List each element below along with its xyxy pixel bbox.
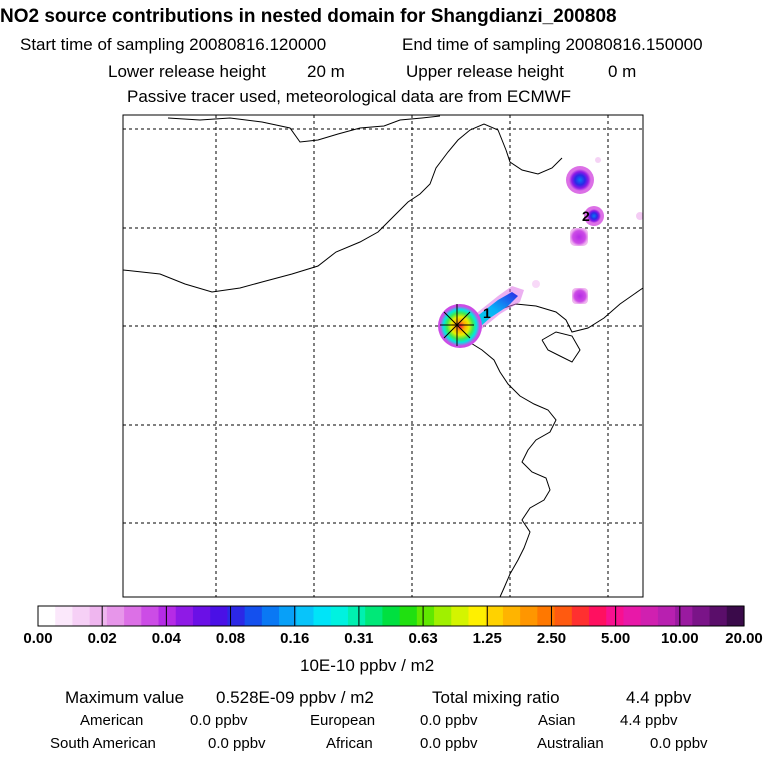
total-mixing-label: Total mixing ratio <box>432 688 560 707</box>
colorbar-swatch <box>141 606 160 626</box>
colorbar-swatch <box>261 606 280 626</box>
marker-label-2: 2 <box>582 208 590 224</box>
region-name: American <box>80 712 144 729</box>
colorbar-swatch <box>347 606 366 626</box>
upper-release-value: 0 m <box>608 62 637 81</box>
colorbar-swatch <box>571 606 590 626</box>
end-time-label: End time of sampling 20080816.150000 <box>402 35 703 54</box>
colorbar-swatch <box>589 606 607 626</box>
region-value: 4.4 ppbv <box>620 712 678 729</box>
colorbar-swatch <box>192 606 211 626</box>
colorbar-tick-label: 5.00 <box>601 630 631 647</box>
colorbar-tick-label: 0.31 <box>344 630 374 647</box>
region-name: South American <box>50 735 156 752</box>
colorbar-swatch <box>502 606 521 626</box>
colorbar-swatch <box>227 606 246 626</box>
region-value: 0.0 ppbv <box>650 735 708 752</box>
colorbar-swatch <box>279 606 297 626</box>
coastline <box>123 123 563 293</box>
region-value: 0.0 ppbv <box>190 712 248 729</box>
colorbar-swatch <box>692 606 711 626</box>
colorbar-swatch <box>38 606 56 626</box>
colorbar-swatch <box>158 606 177 626</box>
colorbar-swatch <box>175 606 194 626</box>
colorbar-tick-label: 0.00 <box>23 630 53 647</box>
colorbar-swatch <box>726 606 745 626</box>
colorbar-swatch <box>399 606 418 626</box>
lower-release-label: Lower release height <box>108 62 266 81</box>
colorbar-tick-label: 1.25 <box>472 630 502 647</box>
plot-frame <box>122 114 644 598</box>
colorbar-tick-label: 10.00 <box>661 630 699 647</box>
colorbar-swatch <box>89 606 108 626</box>
region-name: African <box>326 735 373 752</box>
chart-title: NO2 source contributions in nested domai… <box>0 6 617 27</box>
concentration-field <box>438 157 643 348</box>
colorbar-swatch <box>675 606 693 626</box>
colorbar-swatch <box>554 606 573 626</box>
colorbar-swatch <box>330 606 349 626</box>
colorbar-swatch <box>313 606 332 626</box>
colorbar-swatch <box>640 606 659 626</box>
receptor-marker-icon <box>440 304 474 346</box>
colorbar-swatch <box>106 606 125 626</box>
total-mixing-value: 4.4 ppbv <box>626 688 692 707</box>
colorbar-swatch <box>537 606 556 626</box>
grid-lines <box>123 115 643 597</box>
max-value: 0.528E-09 ppbv / m2 <box>216 688 374 707</box>
colorbar-swatch <box>416 606 435 626</box>
colorbar-tick-label: 20.00 <box>725 630 763 647</box>
upper-release-label: Upper release height <box>406 62 564 81</box>
colorbar-swatch <box>365 606 383 626</box>
colorbar-tick-label: 0.16 <box>280 630 310 647</box>
colorbar-swatch <box>451 606 470 626</box>
colorbar-swatch <box>709 606 728 626</box>
colorbar-tick-label: 0.63 <box>408 630 438 647</box>
colorbar-swatch <box>124 606 142 626</box>
colorbar-swatch <box>657 606 676 626</box>
colorbar-tick-label: 0.08 <box>215 630 246 647</box>
marker-label-1: 1 <box>483 305 491 321</box>
region-value: 0.0 ppbv <box>208 735 266 752</box>
colorbar-swatch <box>468 606 487 626</box>
colorbar-unit: 10E-10 ppbv / m2 <box>300 656 435 675</box>
colorbar-tick-label: 2.50 <box>536 630 567 647</box>
region-value: 0.0 ppbv <box>420 735 478 752</box>
start-time-label: Start time of sampling 20080816.120000 <box>20 35 327 54</box>
coastline <box>465 339 557 597</box>
region-name: European <box>310 712 376 729</box>
colorbar-swatch <box>296 606 315 626</box>
colorbar-swatch <box>72 606 91 626</box>
colorbar-tick-label: 0.04 <box>151 630 181 647</box>
region-value: 0.0 ppbv <box>420 712 478 729</box>
colorbar <box>37 605 745 627</box>
colorbar-swatch <box>55 606 74 626</box>
colorbar-frame <box>37 605 745 627</box>
tracer-note: Passive tracer used, meteorological data… <box>127 87 572 106</box>
region-name: Australian <box>537 735 604 752</box>
lower-release-value: 20 m <box>307 62 345 81</box>
colorbar-swatch <box>210 606 229 626</box>
colorbar-swatch <box>485 606 504 626</box>
max-value-label: Maximum value <box>65 688 185 707</box>
coastline <box>167 115 441 143</box>
colorbar-swatch <box>520 606 538 626</box>
colorbar-tick-label: 0.02 <box>87 630 117 647</box>
colorbar-swatch <box>434 606 452 626</box>
colorbar-swatch <box>244 606 263 626</box>
colorbar-swatch <box>382 606 401 626</box>
coastline <box>541 331 581 363</box>
region-name: Asian <box>538 712 576 729</box>
colorbar-swatch <box>623 606 642 626</box>
